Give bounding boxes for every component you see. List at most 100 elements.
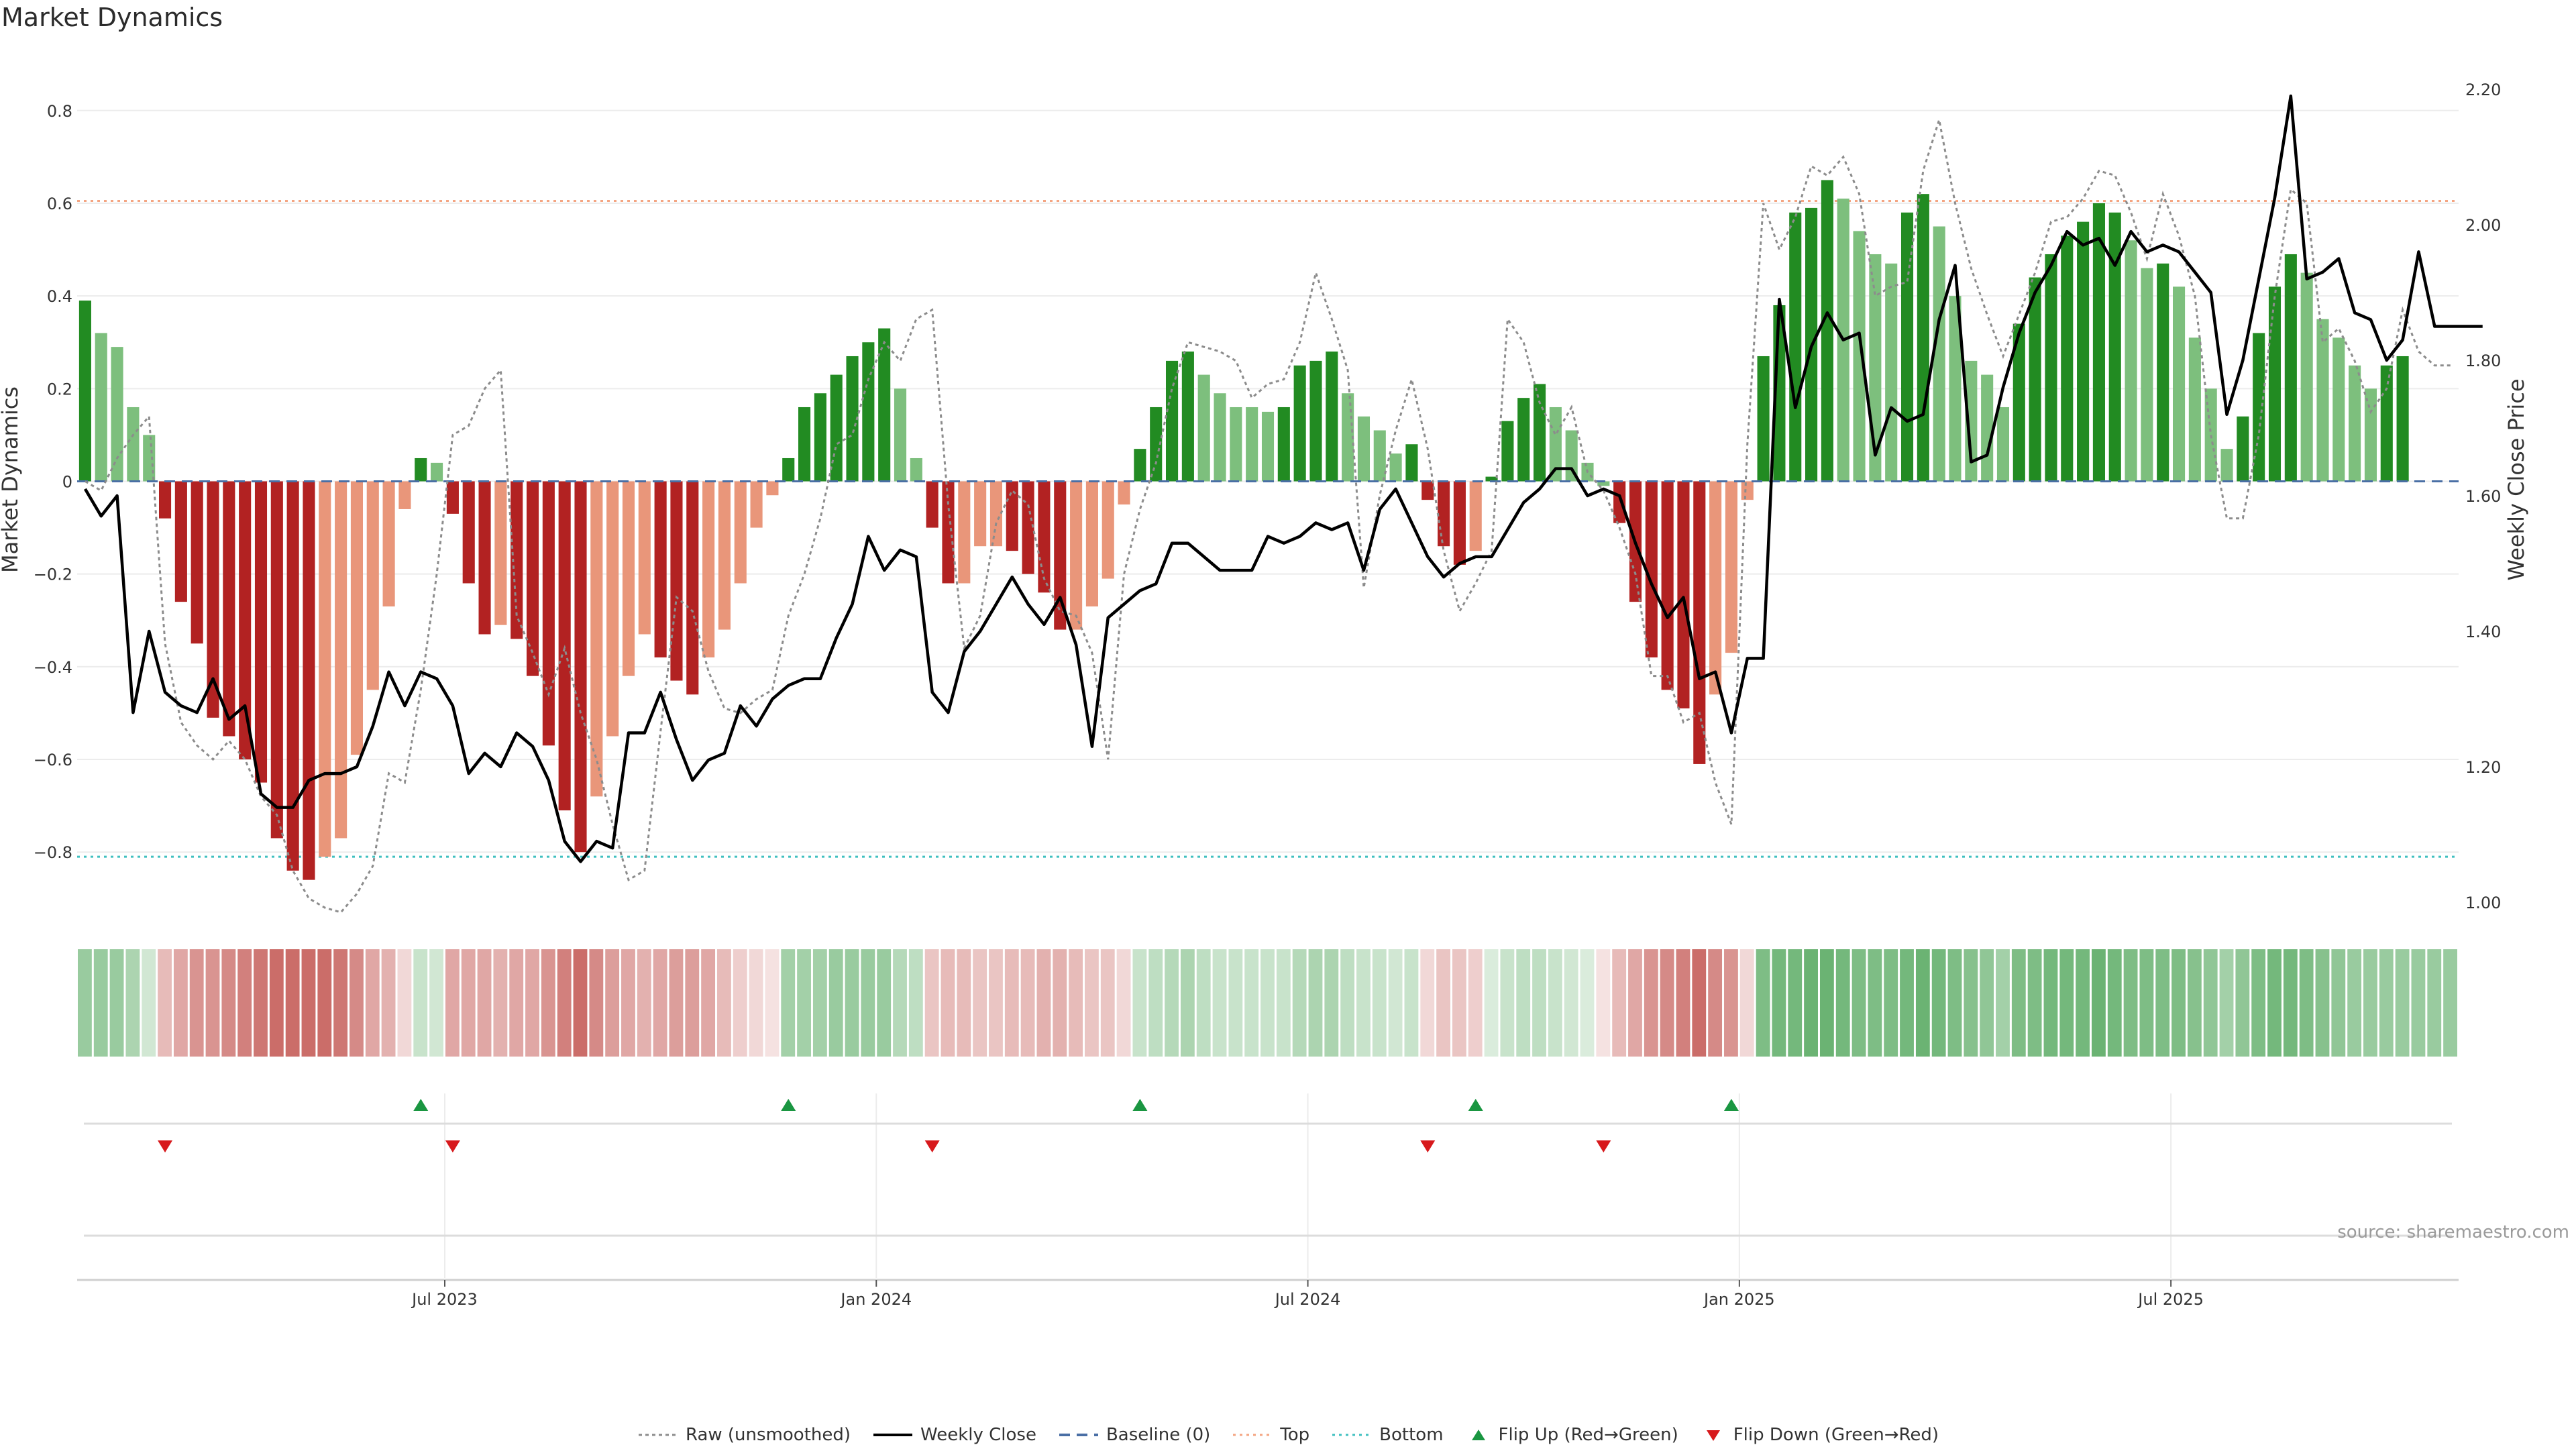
legend-dotted-teal-line-icon — [1332, 1434, 1372, 1436]
heat-cell — [1804, 949, 1818, 1057]
heat-cell — [301, 949, 316, 1057]
dynamics-bar — [446, 481, 459, 514]
flip-down-marker — [445, 1140, 460, 1152]
heat-cell — [1020, 949, 1035, 1057]
y-tick-label: −0.4 — [34, 658, 72, 677]
heat-cell — [2427, 949, 2442, 1057]
dynamics-bar — [1118, 481, 1130, 505]
dynamics-bar — [1533, 384, 1546, 482]
heat-cell — [1340, 949, 1355, 1057]
dynamics-bar — [1885, 263, 1898, 482]
dynamics-bar — [1965, 360, 1978, 482]
dynamics-bar — [1949, 296, 1962, 482]
legend-item: Baseline (0) — [1058, 1425, 1210, 1445]
dynamics-bar — [846, 356, 859, 482]
dynamics-bar — [223, 481, 235, 737]
legend-item: Flip Up (Red→Green) — [1465, 1425, 1678, 1445]
legend-label: Top — [1280, 1425, 1310, 1445]
dynamics-bar — [158, 481, 172, 519]
flip-down-marker — [924, 1140, 940, 1152]
y2-axis-title: Weekly Close Price — [2504, 378, 2529, 580]
heat-cell — [1708, 949, 1723, 1057]
heat-cell — [2299, 949, 2314, 1057]
heat-cell — [1676, 949, 1690, 1057]
heat-cell — [413, 949, 428, 1057]
source-note: source: sharemaestro.com — [2337, 1222, 2569, 1242]
heat-cell — [1915, 949, 1930, 1057]
heat-cell — [1388, 949, 1403, 1057]
dynamics-bar — [1453, 481, 1466, 565]
heat-cell — [1964, 949, 1978, 1057]
dynamics-bar — [1469, 481, 1482, 551]
heat-cell — [461, 949, 476, 1057]
chart-title: Market Dynamics — [1, 3, 223, 32]
heat-cell — [1612, 949, 1627, 1057]
dynamics-bar — [1342, 393, 1354, 482]
heat-cell — [1196, 949, 1211, 1057]
dynamics-bar — [2253, 333, 2265, 482]
heat-cell — [1228, 949, 1243, 1057]
legend-label: Bottom — [1379, 1425, 1444, 1445]
dynamics-bar — [1725, 481, 1737, 653]
dynamics-bar — [1405, 444, 1418, 482]
heat-cell — [1116, 949, 1131, 1057]
heat-cell — [1516, 949, 1531, 1057]
legend-dotted-gray-line-icon — [638, 1434, 678, 1436]
flip-markers — [158, 1099, 1739, 1152]
dynamics-bar — [542, 481, 555, 746]
heat-cell — [285, 949, 300, 1057]
dynamics-bar — [1900, 212, 1914, 482]
dynamics-bar — [2237, 416, 2249, 482]
heat-cell — [2331, 949, 2346, 1057]
dynamics-bar — [1421, 481, 1434, 500]
legend-label: Flip Up (Red→Green) — [1498, 1425, 1678, 1445]
heat-cell — [1884, 949, 1898, 1057]
dynamics-bar — [207, 481, 219, 718]
heat-cell — [717, 949, 731, 1057]
heat-cell — [1900, 949, 1914, 1057]
dynamics-bar — [1709, 481, 1722, 695]
y-tick-label: −0.8 — [34, 843, 72, 862]
heat-cell — [1724, 949, 1738, 1057]
heat-cell — [1053, 949, 1067, 1057]
dynamics-bar — [1246, 407, 1258, 482]
dynamics-bar — [174, 481, 187, 602]
dynamics-bar — [2300, 272, 2313, 482]
y2-tick-label: 1.40 — [2465, 623, 2501, 641]
dynamics-bar — [1933, 226, 1945, 482]
dynamics-bar — [2125, 240, 2137, 482]
legend-label: Baseline (0) — [1106, 1425, 1211, 1445]
dynamics-bar — [350, 481, 363, 755]
flip-down-marker — [1596, 1140, 1611, 1152]
x-tick-label: Jul 2024 — [1274, 1290, 1341, 1309]
heat-cell — [877, 949, 892, 1057]
dynamics-bar — [2316, 319, 2329, 482]
grid-layer — [77, 109, 2459, 1281]
heat-cell — [397, 949, 412, 1057]
dynamics-bar — [670, 481, 683, 681]
dynamics-bar — [2220, 449, 2233, 482]
dynamics-bar — [1150, 407, 1163, 482]
weekly-close-line — [83, 94, 2483, 863]
heat-cell — [2139, 949, 2154, 1057]
heat-cell — [1276, 949, 1291, 1057]
y2-tick-label: 1.00 — [2465, 894, 2501, 912]
heat-cell — [1692, 949, 1707, 1057]
heat-cell — [1212, 949, 1227, 1057]
dynamics-bar — [814, 393, 826, 482]
dynamics-bar — [335, 481, 347, 839]
dynamics-bar — [1917, 194, 1929, 482]
dynamics-bar — [942, 481, 955, 584]
dynamics-bar — [1070, 481, 1083, 630]
y-tick-label: 0.6 — [47, 195, 72, 213]
dynamics-bar — [2173, 286, 2186, 482]
y-tick-label: −0.2 — [34, 566, 72, 584]
flip-up-marker — [1723, 1099, 1739, 1111]
y2-tick-label: 2.00 — [2465, 216, 2501, 235]
dynamics-bar — [254, 481, 268, 783]
dynamics-bar — [606, 481, 619, 737]
heat-cell — [605, 949, 620, 1057]
heat-cell — [1500, 949, 1515, 1057]
heat-cell — [205, 949, 220, 1057]
heat-cell — [733, 949, 747, 1057]
